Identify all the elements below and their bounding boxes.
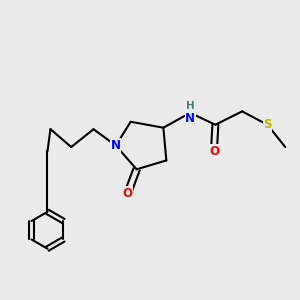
- Text: S: S: [263, 118, 272, 131]
- Text: N: N: [111, 139, 121, 152]
- Text: O: O: [209, 145, 219, 158]
- Text: O: O: [123, 187, 133, 200]
- Text: H: H: [186, 101, 194, 111]
- Text: N: N: [185, 112, 195, 125]
